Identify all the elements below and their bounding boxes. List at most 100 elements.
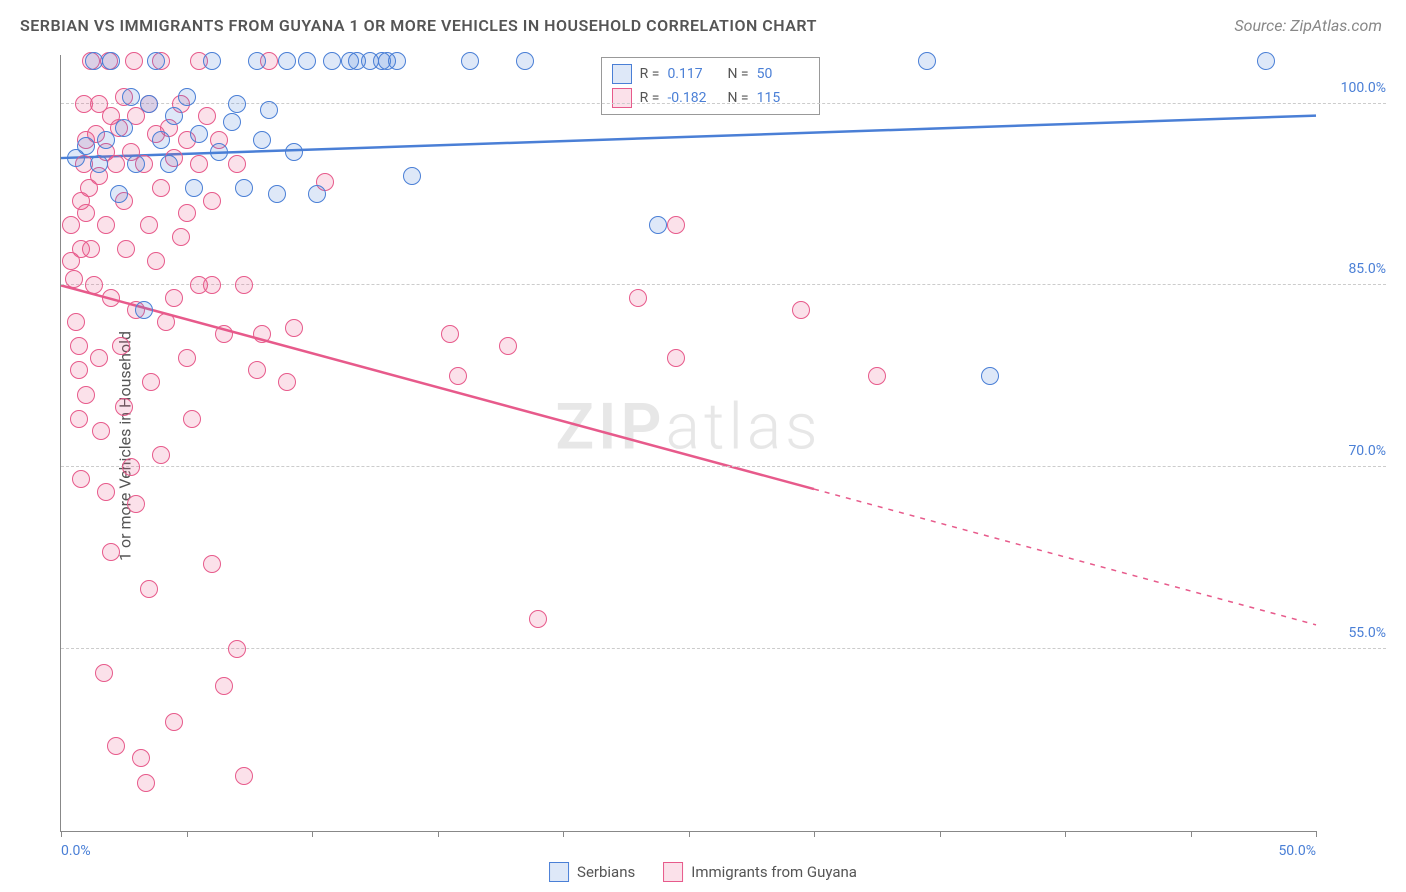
- legend-swatch-icon: [549, 862, 569, 882]
- serbians-marker: [77, 137, 95, 155]
- x-tick: [940, 831, 941, 837]
- gridline: [61, 103, 1386, 104]
- guyana-marker: [140, 216, 158, 234]
- serbians-marker: [203, 52, 221, 70]
- n-label: N =: [727, 90, 748, 106]
- serbians-marker: [223, 113, 241, 131]
- guyana-marker: [125, 52, 143, 70]
- guyana-marker: [203, 276, 221, 294]
- guyana-marker: [868, 367, 886, 385]
- guyana-marker: [65, 270, 83, 288]
- guyana-marker: [667, 349, 685, 367]
- guyana-marker: [248, 361, 266, 379]
- guyana-marker: [165, 713, 183, 731]
- guyana-marker: [235, 767, 253, 785]
- guyana-marker: [137, 774, 155, 792]
- guyana-marker: [67, 313, 85, 331]
- guyana-marker: [97, 483, 115, 501]
- serbians-marker: [190, 125, 208, 143]
- chart-title: SERBIAN VS IMMIGRANTS FROM GUYANA 1 OR M…: [20, 16, 817, 35]
- serbians-marker: [228, 95, 246, 113]
- guyana-marker: [203, 192, 221, 210]
- r-value: 0.117: [667, 66, 719, 82]
- serbians-marker: [97, 131, 115, 149]
- x-tick-label: 0.0%: [61, 843, 91, 859]
- guyana-marker: [253, 325, 271, 343]
- guyana-marker: [235, 276, 253, 294]
- guyana-marker: [165, 289, 183, 307]
- serbians-marker: [165, 107, 183, 125]
- serbians-marker: [298, 52, 316, 70]
- serbians-marker: [185, 179, 203, 197]
- x-tick: [61, 831, 62, 837]
- gridline: [61, 466, 1386, 467]
- legend-swatch-icon: [612, 64, 632, 84]
- x-tick-label: 50.0%: [1278, 843, 1316, 859]
- serbians-marker: [918, 52, 936, 70]
- serbians-marker: [248, 52, 266, 70]
- n-value: 50: [757, 66, 809, 82]
- serbians-marker: [268, 185, 286, 203]
- r-label: R =: [640, 90, 660, 106]
- guyana-marker: [449, 367, 467, 385]
- guyana-marker: [70, 361, 88, 379]
- r-label: R =: [640, 66, 660, 82]
- serbians-marker: [140, 95, 158, 113]
- serbians-marker: [516, 52, 534, 70]
- serbians-marker: [115, 119, 133, 137]
- guyana-marker: [107, 155, 125, 173]
- guyana-marker: [157, 313, 175, 331]
- watermark-bold: ZIP: [555, 390, 665, 465]
- guyana-marker: [77, 386, 95, 404]
- guyana-marker: [215, 325, 233, 343]
- guyana-marker: [215, 677, 233, 695]
- legend-swatch-icon: [612, 88, 632, 108]
- guyana-marker: [152, 179, 170, 197]
- r-value: -0.182: [667, 90, 719, 106]
- guyana-marker: [117, 240, 135, 258]
- guyana-marker: [77, 204, 95, 222]
- legend-swatch-icon: [663, 862, 683, 882]
- scatter-plot-area: ZIPatlas R =0.117N =50R =-0.182N =115 55…: [60, 55, 1316, 832]
- serbians-marker: [235, 179, 253, 197]
- y-tick-label: 70.0%: [1326, 443, 1386, 459]
- guyana-marker: [92, 422, 110, 440]
- legend-item-serbians: Serbians: [549, 862, 635, 882]
- guyana-marker: [82, 240, 100, 258]
- serbians-marker: [147, 52, 165, 70]
- guyana-marker: [102, 543, 120, 561]
- guyana-marker: [102, 289, 120, 307]
- guyana-marker: [285, 319, 303, 337]
- legend-item-guyana: Immigrants from Guyana: [663, 862, 857, 882]
- series-legend: Serbians Immigrants from Guyana: [549, 862, 857, 882]
- guyana-marker: [127, 495, 145, 513]
- guyana-marker: [178, 204, 196, 222]
- x-tick: [187, 831, 188, 837]
- x-tick: [814, 831, 815, 837]
- guyana-marker: [142, 373, 160, 391]
- guyana-marker: [183, 410, 201, 428]
- guyana-marker: [140, 580, 158, 598]
- source-attribution: Source: ZipAtlas.com: [1234, 16, 1382, 35]
- serbians-marker: [122, 88, 140, 106]
- guyana-marker: [667, 216, 685, 234]
- guyana-marker: [107, 737, 125, 755]
- guyana-marker: [441, 325, 459, 343]
- x-tick: [689, 831, 690, 837]
- n-label: N =: [727, 66, 748, 82]
- serbians-marker: [210, 143, 228, 161]
- serbians-marker: [461, 52, 479, 70]
- guyana-marker: [499, 337, 517, 355]
- x-tick: [312, 831, 313, 837]
- serbians-marker: [285, 143, 303, 161]
- guyana-trendline-extrapolated: [814, 489, 1316, 625]
- guyana-marker: [85, 276, 103, 294]
- serbians-marker: [160, 155, 178, 173]
- guyana-marker: [203, 555, 221, 573]
- legend-row-guyana: R =-0.182N =115: [612, 86, 809, 110]
- y-tick-label: 85.0%: [1326, 261, 1386, 277]
- trend-lines-layer: [61, 55, 1316, 831]
- gridline: [61, 284, 1386, 285]
- watermark: ZIPatlas: [555, 390, 821, 465]
- guyana-marker: [278, 373, 296, 391]
